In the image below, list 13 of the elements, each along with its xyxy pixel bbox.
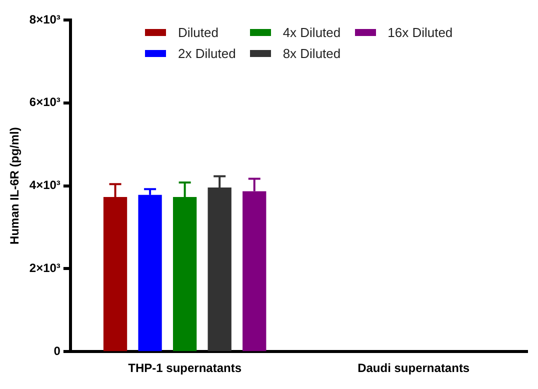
- y-axis-title: Human IL-6R (pg/ml): [8, 127, 22, 244]
- y-tick-label: 0: [54, 344, 61, 358]
- legend-label: Diluted: [178, 25, 218, 40]
- legend-label: 8x Diluted: [282, 46, 341, 61]
- legend-label: 4x Diluted: [282, 25, 341, 40]
- x-tick-label: Daudi supernatants: [358, 361, 470, 376]
- legend-label: 2x Diluted: [178, 46, 236, 61]
- y-tick-label: 2×10³: [29, 261, 60, 276]
- y-tick-label: 8×10³: [29, 12, 60, 26]
- x-tick-label: THP-1 supernatants: [128, 361, 242, 376]
- y-tick-label: 6×10³: [29, 95, 60, 110]
- legend-label: 16x Diluted: [388, 25, 453, 40]
- y-tick-label: 4×10³: [29, 178, 60, 192]
